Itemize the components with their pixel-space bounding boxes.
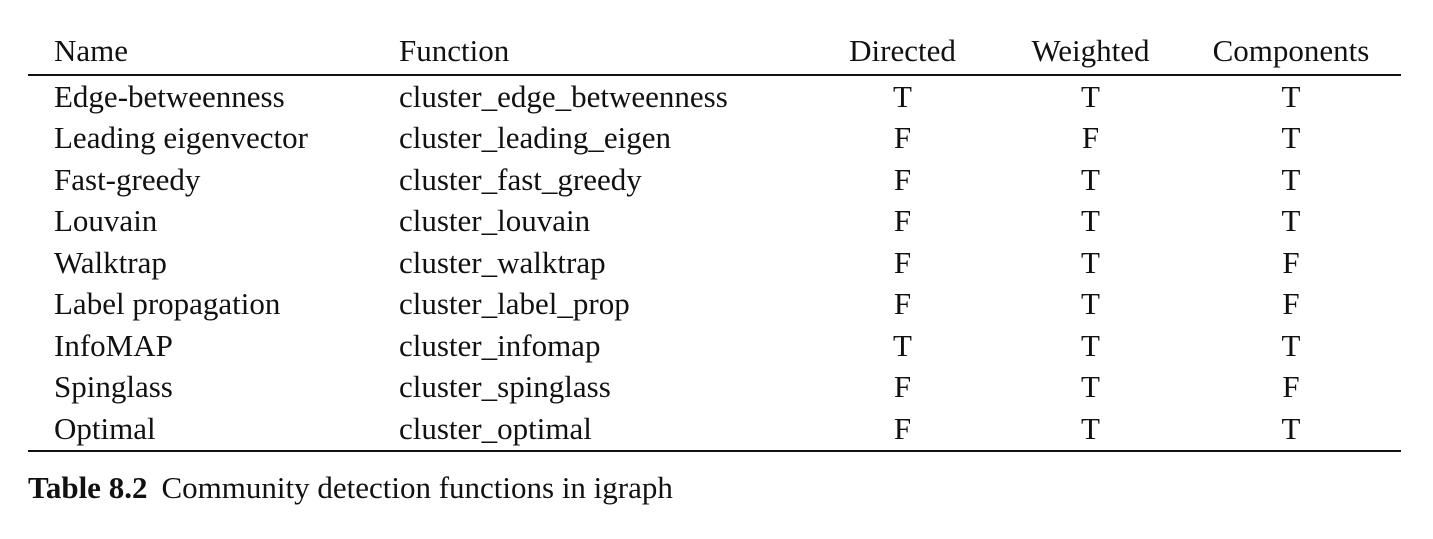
cell-weighted: T	[1081, 327, 1100, 363]
cell-weighted: T	[1000, 408, 1181, 452]
cell-components: T	[1281, 120, 1301, 156]
cell-name: Spinglass	[54, 369, 173, 405]
caption-label: Table 8.2	[28, 469, 148, 505]
cell-function: cluster_fast_greedy	[399, 161, 642, 197]
cell-name: Walktrap	[54, 244, 167, 280]
table-row: Spinglass cluster_spinglass F T F	[28, 367, 1401, 409]
cell-components: T	[1181, 408, 1401, 452]
cell-weighted: T	[1081, 161, 1100, 197]
cell-weighted: T	[1081, 286, 1100, 322]
cell-weighted: T	[1081, 78, 1100, 114]
cell-components: T	[1281, 327, 1301, 363]
cell-function: cluster_leading_eigen	[399, 120, 672, 156]
cell-name: Fast-greedy	[54, 161, 201, 197]
table-header-row: Name Function Directed Weighted Componen…	[28, 28, 1401, 76]
cell-components: F	[1282, 286, 1300, 322]
cell-directed: F	[893, 244, 912, 280]
community-detection-table: Name Function Directed Weighted Componen…	[28, 28, 1401, 452]
cell-name: Edge-betweenness	[54, 78, 285, 114]
cell-name: Optimal	[28, 408, 399, 452]
table-row: Edge-betweenness cluster_edge_betweennes…	[28, 75, 1401, 118]
cell-function: cluster_louvain	[399, 203, 591, 239]
cell-name: Label propagation	[54, 286, 281, 322]
cell-name: Louvain	[54, 203, 158, 239]
table-row: Leading eigenvector cluster_leading_eige…	[28, 118, 1401, 160]
header-weighted: Weighted	[1000, 28, 1181, 76]
cell-components: T	[1281, 203, 1301, 239]
cell-function: cluster_edge_betweenness	[399, 78, 728, 114]
cell-function: cluster_infomap	[399, 327, 601, 363]
cell-weighted: T	[1081, 203, 1100, 239]
table-row: Fast-greedy cluster_fast_greedy F T T	[28, 159, 1401, 201]
cell-directed: F	[893, 161, 912, 197]
cell-function: cluster_optimal	[399, 408, 805, 452]
table-row: Louvain cluster_louvain F T T	[28, 201, 1401, 243]
table-row: Label propagation cluster_label_prop F T…	[28, 284, 1401, 326]
cell-function: cluster_label_prop	[399, 286, 630, 322]
table-caption: Table 8.2 Community detection functions i…	[28, 468, 1401, 508]
cell-components: T	[1281, 161, 1301, 197]
header-components: Components	[1181, 28, 1401, 76]
cell-weighted: T	[1081, 369, 1100, 405]
header-directed: Directed	[805, 28, 1000, 76]
cell-directed: F	[805, 408, 1000, 452]
document: Name Function Directed Weighted Componen…	[28, 28, 1401, 508]
cell-directed: F	[893, 203, 912, 239]
header-function: Function	[399, 28, 805, 76]
cell-function: cluster_spinglass	[399, 369, 611, 405]
header-name: Name	[28, 28, 399, 76]
cell-directed: F	[893, 286, 912, 322]
cell-function: cluster_walktrap	[399, 244, 606, 280]
cell-name: Leading eigenvector	[54, 120, 308, 156]
cell-components: F	[1282, 369, 1300, 405]
cell-weighted: T	[1081, 244, 1100, 280]
cell-directed: F	[893, 120, 912, 156]
cell-directed: F	[893, 369, 912, 405]
cell-components: T	[1281, 78, 1301, 114]
table-row: InfoMAP cluster_infomap T T T	[28, 325, 1401, 367]
table-row: Walktrap cluster_walktrap F T F	[28, 242, 1401, 284]
cell-name: InfoMAP	[54, 327, 173, 363]
cell-directed: T	[893, 78, 912, 114]
cell-components: F	[1282, 244, 1300, 280]
cell-weighted: F	[1081, 120, 1100, 156]
caption-text: Community detection functions in igraph	[161, 469, 673, 505]
cell-directed: T	[893, 327, 912, 363]
table-row: Optimal cluster_optimal F T T	[28, 408, 1401, 452]
